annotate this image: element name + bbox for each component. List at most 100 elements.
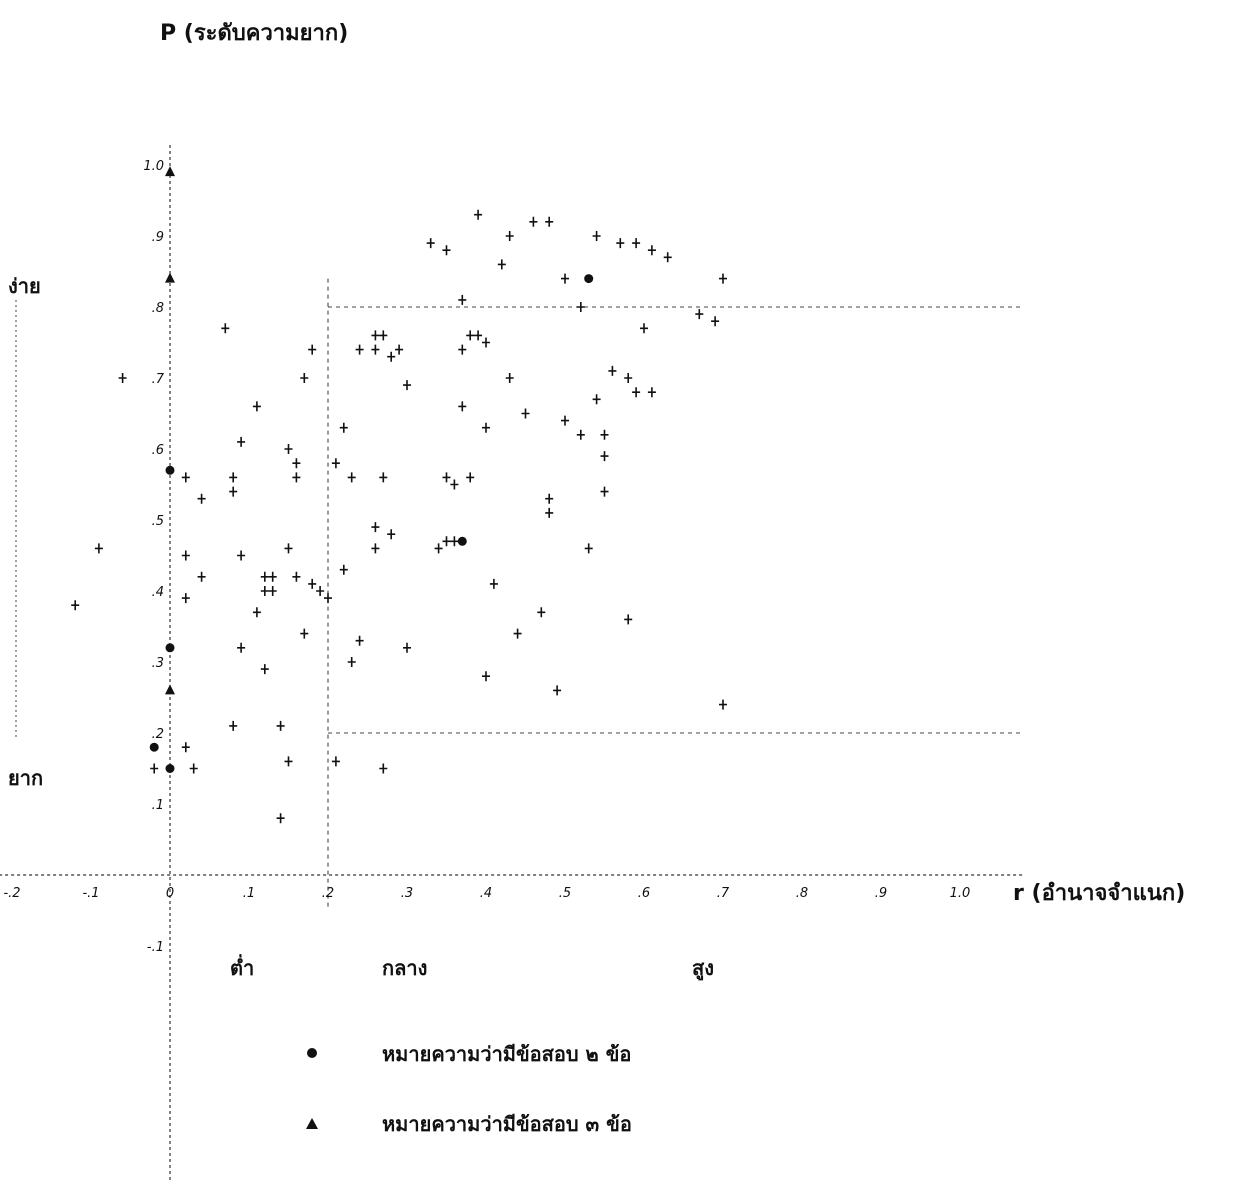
data-point [545, 493, 554, 504]
data-point [371, 344, 380, 355]
data-point [497, 259, 506, 270]
data-point-double [165, 643, 175, 653]
data-point [505, 373, 514, 383]
y-tick-label: .9 [152, 230, 164, 245]
y-tick-label: .4 [152, 585, 164, 600]
data-point [284, 543, 293, 554]
data-point [576, 302, 585, 312]
data-point [505, 231, 514, 241]
data-point [252, 401, 261, 412]
data-point [71, 600, 80, 611]
y-axis-label: P (ระดับความยาก) [160, 21, 348, 46]
data-point [592, 231, 601, 241]
data-point [474, 209, 483, 220]
y-tick-label: .3 [152, 656, 164, 671]
data-points [71, 166, 727, 824]
x-tick-label: 0 [166, 886, 174, 901]
data-point [324, 593, 332, 604]
data-point [379, 330, 388, 341]
y-tick-label: .7 [152, 372, 165, 387]
legend-symbol-triple [306, 1118, 318, 1129]
data-point-double [457, 536, 467, 546]
data-point [181, 593, 190, 604]
data-point [260, 571, 269, 582]
data-point [482, 422, 490, 433]
data-point [260, 664, 269, 675]
data-point [292, 458, 301, 469]
data-point [529, 216, 538, 227]
data-point [482, 337, 490, 348]
data-point [331, 756, 340, 767]
data-point [284, 756, 293, 767]
x-tick-label: 1.0 [950, 886, 971, 901]
data-point [624, 614, 633, 625]
data-point [379, 472, 388, 483]
data-point [371, 543, 380, 554]
data-point [458, 344, 467, 355]
y-tick-label: 1.0 [143, 159, 164, 174]
data-point [426, 238, 435, 249]
data-point [150, 763, 159, 774]
data-point [711, 316, 720, 327]
data-point [600, 486, 609, 497]
data-point-triple [165, 684, 175, 695]
data-point [355, 635, 364, 646]
data-point [403, 380, 411, 391]
data-point [695, 309, 704, 320]
x-tick-labels: -.2 -.1 0 .1 .2 .3 .4 .5 .6 .7 .8 .9 1.0 [3, 886, 970, 901]
data-point [561, 273, 569, 284]
data-point [371, 330, 380, 341]
x-tick-label: .4 [480, 886, 492, 901]
data-point [663, 252, 672, 263]
data-point [537, 607, 546, 618]
y-tick-label: .1 [152, 798, 164, 813]
band-label-easy: ง่าย [8, 274, 41, 298]
data-point [260, 586, 269, 596]
data-point [482, 671, 490, 682]
data-point [458, 401, 467, 412]
data-point [252, 607, 261, 618]
data-point [197, 493, 206, 504]
data-point [458, 294, 467, 305]
data-point [292, 571, 301, 582]
data-point [521, 408, 530, 419]
data-point-double [165, 465, 175, 475]
data-point [624, 373, 633, 383]
legend-text-triple: หมายความว่ามีข้อสอบ ๓ ข้อ [382, 1112, 632, 1136]
data-point [600, 429, 609, 440]
axes [0, 145, 1024, 1180]
data-point [229, 472, 238, 483]
data-point [268, 571, 277, 582]
data-point [371, 522, 380, 533]
data-point [229, 720, 238, 731]
y-tick-label: .6 [152, 443, 164, 458]
x-tick-label: .8 [796, 886, 808, 901]
data-point [276, 813, 285, 824]
legend-symbol-double [307, 1048, 317, 1058]
data-point [450, 536, 459, 547]
data-point [308, 344, 317, 355]
data-point [640, 323, 648, 334]
x-tick-label: .9 [875, 886, 887, 901]
data-point [189, 763, 198, 774]
data-point-double [149, 742, 159, 752]
data-point [608, 365, 617, 376]
data-point [561, 415, 569, 426]
data-point [545, 216, 554, 227]
data-point [403, 642, 411, 653]
data-point [719, 273, 727, 284]
data-point [616, 238, 625, 249]
y-tick-label: .5 [152, 514, 164, 529]
data-point [434, 543, 443, 554]
data-point-double [584, 274, 594, 284]
data-point [466, 330, 475, 341]
data-point [719, 699, 727, 710]
data-point [395, 344, 404, 355]
data-point [442, 472, 451, 483]
x-tick-label: -.1 [82, 886, 99, 901]
data-point [592, 394, 601, 405]
data-point [355, 344, 364, 355]
data-point [466, 472, 475, 483]
data-point [347, 472, 356, 483]
